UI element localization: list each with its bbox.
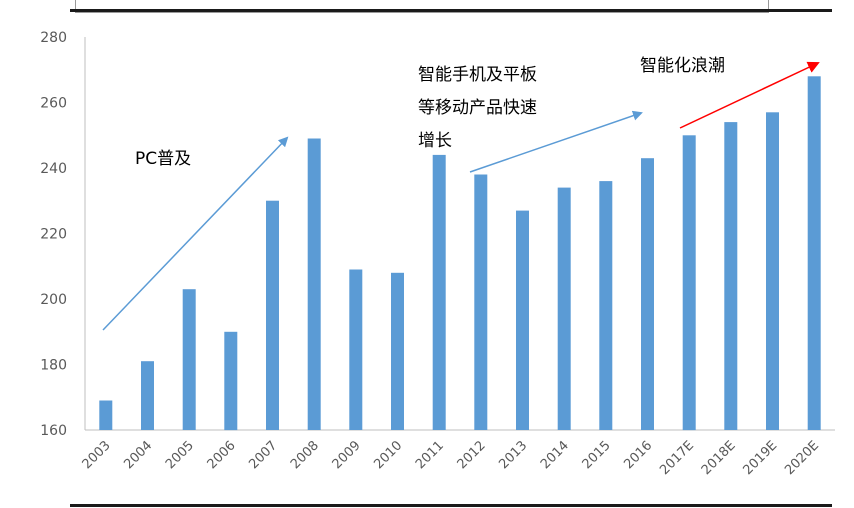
bar-2006: [224, 331, 238, 431]
bar-2017E: [682, 135, 696, 431]
mobile-growth-arrow: [469, 110, 643, 173]
bar-2007: [266, 200, 279, 430]
annotation-mobile-line-3: 增长: [418, 131, 452, 151]
x-tick-label: 2003: [80, 438, 114, 472]
y-tick-label: 160: [40, 423, 67, 439]
y-tick-label: 280: [40, 30, 67, 46]
x-tick-label: 2018E: [699, 438, 739, 478]
header-box-remnant: [75, 0, 769, 13]
x-tick-label: 2005: [163, 438, 197, 472]
bar-2018E: [724, 122, 738, 430]
y-tick-label: 240: [40, 161, 67, 177]
annotation-smart: 智能化浪潮: [640, 56, 725, 76]
annotation-pc: PC普及: [135, 149, 191, 169]
bar-2004: [141, 361, 154, 430]
y-tick-label: 180: [40, 358, 67, 374]
y-tick-label: 200: [40, 292, 67, 308]
x-tick-label: 2017E: [657, 438, 697, 478]
bar-2015: [599, 181, 613, 430]
bar-2020E: [807, 76, 821, 431]
bottom-rule: [70, 504, 832, 507]
x-tick-label: 2004: [121, 438, 155, 472]
bar-2008: [307, 138, 321, 430]
annotation-mobile-line-2: 等移动产品快速: [418, 98, 537, 118]
pc-growth-arrow: [102, 136, 289, 331]
x-tick-label: 2012: [455, 438, 489, 472]
x-tick-label: 2010: [371, 438, 405, 472]
x-tick-label: 2008: [288, 438, 322, 472]
smart-wave-arrow: [679, 61, 820, 129]
bar-2016: [641, 158, 654, 430]
x-tick-label: 2007: [246, 438, 280, 472]
x-tick-label: 2006: [205, 438, 239, 472]
top-rule: [70, 9, 832, 12]
x-tick-label: 2013: [496, 438, 530, 472]
bar-2013: [516, 210, 529, 430]
x-tick-label: 2016: [621, 438, 655, 472]
bar-2011: [432, 154, 446, 430]
annotation-mobile-line-1: 智能手机及平板: [418, 65, 537, 85]
x-tick-label: 2009: [330, 438, 364, 472]
bar-2012: [474, 174, 488, 430]
x-tick-label: 2014: [538, 438, 572, 472]
bar-2019E: [766, 112, 779, 431]
y-tick-label: 260: [40, 96, 67, 112]
x-tick-label: 2019E: [741, 438, 781, 478]
bar-2009: [349, 269, 363, 430]
bar-2014: [557, 187, 571, 430]
y-tick-label: 220: [40, 227, 67, 243]
bar-2010: [391, 272, 404, 430]
x-tick-label: 2015: [580, 438, 614, 472]
bar-2005: [182, 289, 196, 430]
x-tick-label: 2020E: [782, 438, 822, 478]
bar-2003: [99, 400, 113, 430]
x-tick-label: 2011: [413, 438, 447, 472]
